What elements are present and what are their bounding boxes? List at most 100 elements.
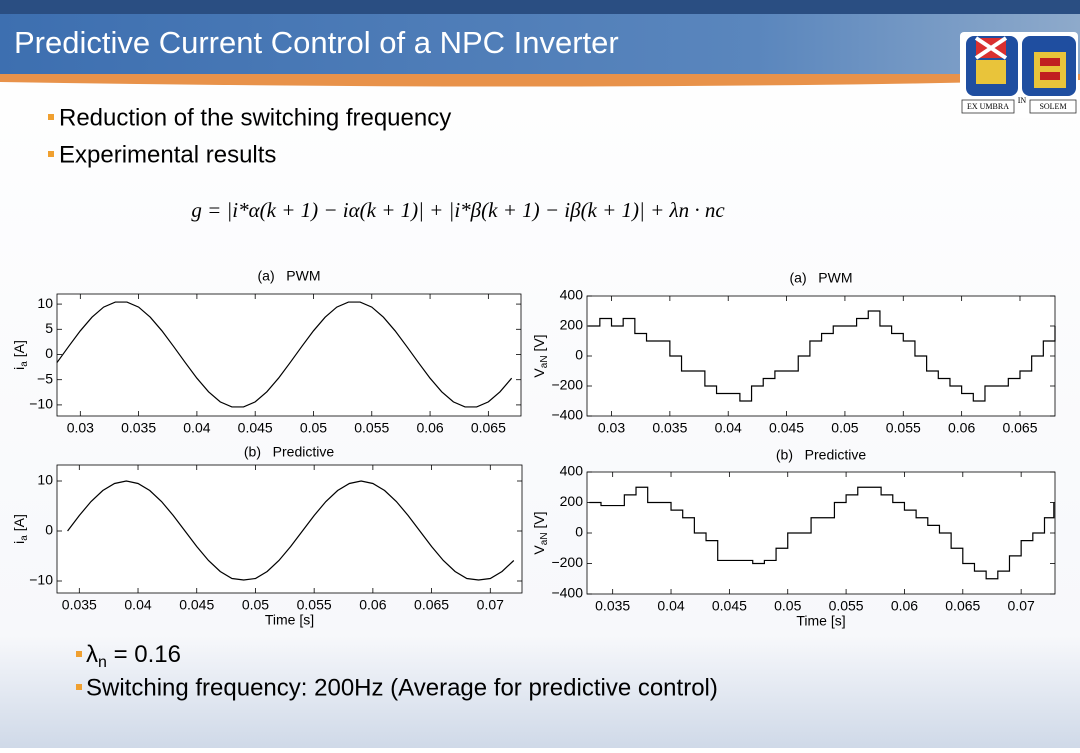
bullet: λn = 0.16 bbox=[86, 641, 181, 671]
y-tick-label: 400 bbox=[560, 463, 584, 479]
bullet-marker bbox=[76, 651, 82, 657]
y-axis-label: VaN [V] bbox=[531, 511, 550, 554]
y-tick-label: −10 bbox=[29, 396, 53, 412]
x-tick-label: 0.06 bbox=[416, 420, 443, 436]
logo-x bbox=[974, 36, 1008, 60]
y-axis-subscript: a bbox=[19, 361, 30, 367]
x-tick-label: 0.065 bbox=[414, 597, 449, 613]
bullet: Experimental results bbox=[59, 141, 276, 168]
y-tick-label: 10 bbox=[37, 295, 53, 311]
plot-area bbox=[56, 464, 523, 594]
x-tick-label: 0.035 bbox=[595, 598, 630, 614]
logo-text: SOLEM bbox=[1039, 102, 1066, 111]
x-tick-label: 0.04 bbox=[715, 420, 742, 436]
y-axis-symbol: i bbox=[11, 367, 27, 370]
y-tick-label: 10 bbox=[37, 472, 53, 488]
x-axis-label: Time [s] bbox=[265, 612, 314, 628]
x-tick-label: 0.035 bbox=[652, 420, 687, 436]
logo: EX UMBRA IN SOLEM bbox=[960, 32, 1078, 118]
x-tick-label: 0.035 bbox=[62, 597, 97, 613]
y-tick-label: −400 bbox=[551, 585, 583, 601]
x-tick-label: 0.06 bbox=[359, 597, 386, 613]
y-tick-label: 0 bbox=[575, 524, 583, 540]
x-tick-label: 0.055 bbox=[886, 420, 921, 436]
y-axis-subscript: aN bbox=[539, 532, 550, 545]
x-tick-label: 0.04 bbox=[124, 597, 151, 613]
data-line bbox=[588, 310, 1056, 402]
y-axis-symbol: i bbox=[11, 541, 27, 544]
y-axis-unit: [V] bbox=[531, 511, 547, 532]
logo-animal bbox=[1040, 72, 1060, 80]
x-tick-label: 0.045 bbox=[712, 598, 747, 614]
logo-banner bbox=[961, 99, 1015, 114]
x-tick-label: 0.06 bbox=[891, 598, 918, 614]
y-tick-label: 200 bbox=[560, 493, 584, 509]
bullet-symbol: λ bbox=[86, 641, 98, 668]
y-tick-label: −5 bbox=[37, 370, 53, 386]
x-tick-label: 0.045 bbox=[238, 420, 273, 436]
logo-animal bbox=[1040, 58, 1060, 66]
chart-title: (b) Predictive bbox=[244, 444, 334, 460]
x-tick-label: 0.055 bbox=[297, 597, 332, 613]
bullet-subscript: n bbox=[98, 654, 107, 671]
y-tick-label: −200 bbox=[551, 554, 583, 570]
bullet-marker bbox=[76, 684, 82, 690]
plot-area bbox=[56, 293, 522, 417]
logo-text: IN bbox=[1018, 96, 1027, 105]
header-accent bbox=[0, 74, 1080, 87]
y-axis-subscript: aN bbox=[539, 355, 550, 368]
y-axis-symbol: V bbox=[531, 368, 547, 378]
x-tick-label: 0.055 bbox=[354, 420, 389, 436]
bullet: Reduction of the switching frequency bbox=[59, 104, 451, 131]
formula: g = |i*α(k + 1) − iα(k + 1)| + |i*β(k + … bbox=[191, 198, 725, 222]
x-tick-label: 0.065 bbox=[945, 598, 980, 614]
x-tick-label: 0.065 bbox=[471, 420, 506, 436]
chart-title: (a) PWM bbox=[790, 270, 853, 286]
x-tick-label: 0.04 bbox=[657, 598, 684, 614]
y-axis-symbol: V bbox=[531, 545, 547, 555]
bullet: Switching frequency: 200Hz (Average for … bbox=[86, 674, 718, 701]
x-tick-label: 0.065 bbox=[1002, 420, 1037, 436]
x-tick-label: 0.07 bbox=[477, 597, 504, 613]
logo-banner bbox=[1029, 99, 1077, 114]
y-axis-label: VaN [V] bbox=[531, 334, 550, 377]
y-axis-unit: [A] bbox=[11, 340, 27, 361]
bullet-marker bbox=[48, 151, 54, 157]
x-tick-label: 0.05 bbox=[831, 420, 858, 436]
x-tick-label: 0.04 bbox=[183, 420, 210, 436]
logo-text: EX UMBRA bbox=[967, 102, 1009, 111]
y-tick-label: 400 bbox=[560, 287, 584, 303]
x-tick-label: 0.05 bbox=[774, 598, 801, 614]
bullet-text: = 0.16 bbox=[107, 641, 181, 668]
data-line bbox=[67, 480, 515, 581]
logo-gold-right bbox=[1034, 52, 1066, 88]
bullet-marker bbox=[48, 114, 54, 120]
y-axis-unit: [V] bbox=[531, 334, 547, 355]
x-tick-label: 0.07 bbox=[1008, 598, 1035, 614]
chart-title: (a) PWM bbox=[258, 268, 321, 284]
data-line bbox=[589, 486, 1055, 580]
x-tick-label: 0.05 bbox=[242, 597, 269, 613]
y-tick-label: −10 bbox=[29, 572, 53, 588]
x-tick-label: 0.055 bbox=[829, 598, 864, 614]
header-top-strip bbox=[0, 0, 1080, 14]
y-tick-label: −200 bbox=[551, 377, 583, 393]
logo-gold bbox=[976, 60, 1006, 84]
slide-title: Predictive Current Control of a NPC Inve… bbox=[14, 25, 619, 60]
chart-title: (b) Predictive bbox=[776, 447, 866, 463]
plot-area bbox=[586, 471, 1056, 595]
x-tick-label: 0.03 bbox=[67, 420, 94, 436]
y-tick-label: 5 bbox=[45, 320, 53, 336]
x-tick-label: 0.05 bbox=[300, 420, 327, 436]
x-tick-label: 0.035 bbox=[121, 420, 156, 436]
y-tick-label: 0 bbox=[45, 345, 53, 361]
y-tick-label: 0 bbox=[45, 522, 53, 538]
y-axis-label: ia [A] bbox=[11, 514, 30, 544]
x-tick-label: 0.045 bbox=[179, 597, 214, 613]
x-tick-label: 0.06 bbox=[948, 420, 975, 436]
x-tick-label: 0.03 bbox=[598, 420, 625, 436]
y-axis-label: ia [A] bbox=[11, 340, 30, 370]
x-tick-label: 0.045 bbox=[769, 420, 804, 436]
y-axis-subscript: a bbox=[19, 535, 30, 541]
